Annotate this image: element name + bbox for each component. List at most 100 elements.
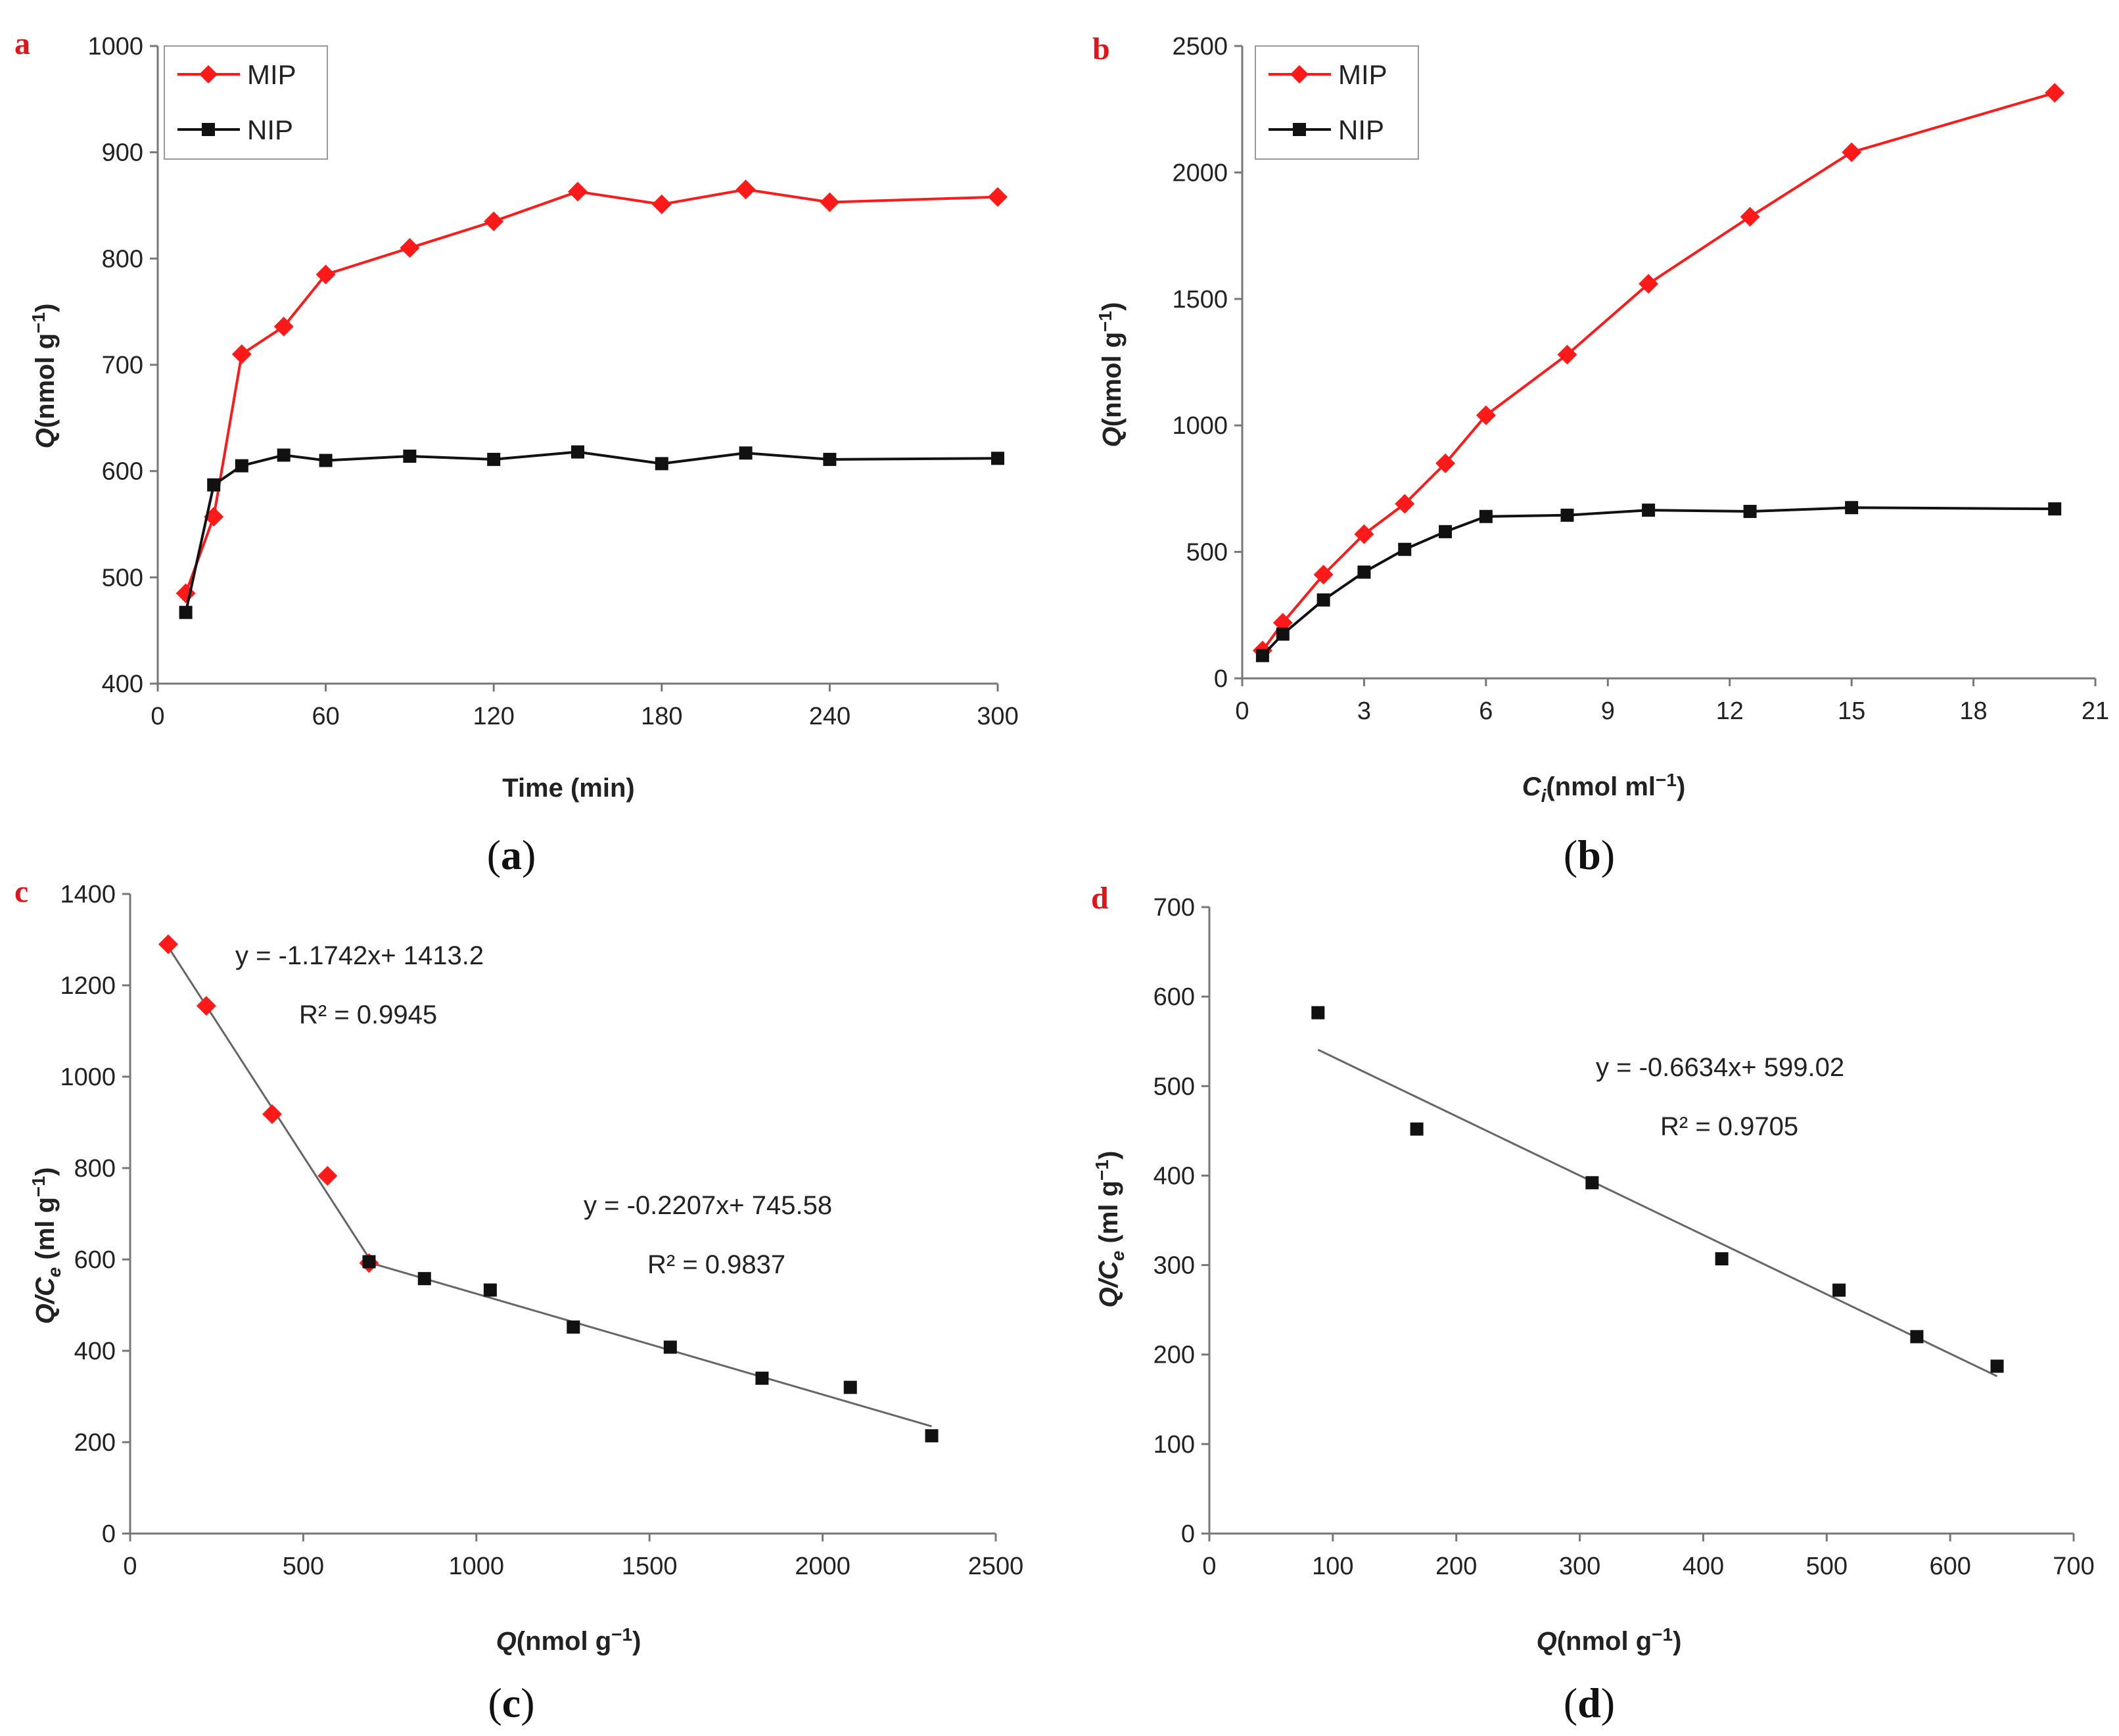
y-tick-label-d: 200 xyxy=(1153,1342,1195,1369)
y-axis-label-c: Q/Ce (ml g−1) xyxy=(28,1167,64,1325)
x-tick-label-c: 1500 xyxy=(622,1553,678,1580)
y-tick-label-d: 500 xyxy=(1153,1073,1195,1100)
data-point-a-nip xyxy=(235,459,248,473)
legend-box-b xyxy=(1255,45,1419,160)
legend-label-b-nip: NIP xyxy=(1338,114,1384,145)
y-tick-label-b: 2000 xyxy=(1172,159,1228,187)
data-point-b-mip xyxy=(1313,565,1334,585)
data-point-a-mip xyxy=(400,238,420,258)
panel-d-axes: 0 100 200 300 400 500 600 700 0 100 200 300 400 500 60… xyxy=(1153,894,2095,1580)
data-point-d-nip xyxy=(1990,1359,2004,1373)
y-tick-label-c: 1400 xyxy=(60,881,116,908)
data-point-b-nip xyxy=(1398,542,1412,556)
legend-label-a-mip: MIP xyxy=(247,59,296,90)
y-tick-label-a: 600 xyxy=(102,458,143,486)
panel-c-fit-lines xyxy=(167,946,932,1428)
x-tick-label-c: 0 xyxy=(123,1553,137,1580)
data-point-b-mip xyxy=(1476,405,1496,425)
data-point-b-mip xyxy=(1842,142,1862,162)
data-point-b-nip xyxy=(1316,593,1330,607)
x-tick-label-b: 21 xyxy=(2082,697,2109,725)
fit-equation-c-2: y = -0.2207x+ 745.58 xyxy=(584,1191,832,1220)
fit-line-c-2 xyxy=(369,1261,932,1428)
data-point-c-mip-high-affinity xyxy=(262,1104,282,1124)
data-point-a-mip xyxy=(231,344,252,364)
data-point-b-nip xyxy=(1439,525,1453,538)
data-point-c-mip-low-affinity xyxy=(663,1340,677,1354)
data-point-d-nip xyxy=(1715,1252,1729,1266)
y-tick-label-d: 600 xyxy=(1153,983,1195,1011)
data-point-d-nip xyxy=(1410,1122,1424,1136)
y-tick-label-c: 1000 xyxy=(60,1064,116,1091)
data-point-a-mip xyxy=(568,181,588,202)
x-tick-label-d: 100 xyxy=(1312,1553,1353,1580)
data-point-c-mip-high-affinity xyxy=(158,934,178,954)
data-point-a-nip xyxy=(487,452,501,466)
panel-b: b 0 500 1000 1500 2000 2500 0 3 6 9 12 15 18 21 MIP N… xyxy=(1092,32,2109,878)
panel-c-series xyxy=(158,934,939,1443)
series-line-a-mip xyxy=(184,188,998,594)
x-tick-label-b: 9 xyxy=(1601,697,1615,725)
x-tick-label-b: 12 xyxy=(1716,697,1744,725)
panel-tag-b: b xyxy=(1092,32,1110,66)
data-point-d-nip xyxy=(1585,1176,1599,1190)
data-point-b-mip xyxy=(1557,344,1577,365)
legend-label-a-nip: NIP xyxy=(247,114,293,145)
data-point-a-nip xyxy=(403,450,417,463)
data-point-a-mip xyxy=(988,187,1008,207)
legend-marker-a-mip xyxy=(199,65,218,83)
data-point-a-nip xyxy=(319,454,333,467)
panel-b-legend: MIP NIP xyxy=(1255,45,1419,160)
data-point-c-mip-high-affinity xyxy=(196,996,216,1016)
panel-tag-a: a xyxy=(14,26,30,61)
panel-d-series xyxy=(1311,1006,2004,1373)
panel-b-axes: 0 500 1000 1500 2000 2500 0 3 6 9 12 15 18 21 xyxy=(1172,33,2109,725)
data-point-a-nip xyxy=(739,446,753,460)
data-point-b-nip xyxy=(1845,501,1859,515)
x-tick-label-a: 300 xyxy=(977,703,1018,730)
panel-a-axes: 400 500 600 700 800 900 1000 0 60 120 180 240 300 xyxy=(87,33,1018,730)
data-point-b-nip xyxy=(1743,505,1757,519)
data-point-a-mip xyxy=(820,192,840,212)
series-line-b-nip xyxy=(1261,506,2055,657)
fit-line-c-1 xyxy=(167,946,370,1259)
data-point-d-nip xyxy=(1910,1330,1924,1344)
y-tick-label-b: 500 xyxy=(1186,539,1228,567)
data-point-c-mip-low-affinity xyxy=(362,1255,376,1269)
panel-c-axes: 0 200 400 600 800 1000 1200 1400 0 500 1000 1500 200… xyxy=(60,881,1023,1580)
panel-tag-d: d xyxy=(1091,881,1109,916)
data-point-b-nip xyxy=(1642,504,1656,517)
x-axis-label-d: Q(nmol g−1) xyxy=(1537,1624,1682,1656)
y-tick-label-d: 300 xyxy=(1153,1252,1195,1280)
panel-d: d 0 100 200 300 400 500 600 700 0 100 200 300 400 500… xyxy=(1091,881,2095,1726)
data-point-a-mip xyxy=(735,179,756,200)
x-tick-label-b: 3 xyxy=(1357,697,1371,725)
data-point-a-mip xyxy=(484,211,504,231)
y-tick-label-d: 100 xyxy=(1153,1431,1195,1459)
x-tick-label-a: 60 xyxy=(312,703,339,730)
y-tick-label-c: 0 xyxy=(102,1520,116,1548)
x-tick-label-d: 300 xyxy=(1559,1553,1600,1580)
x-tick-label-b: 0 xyxy=(1235,697,1249,725)
y-tick-label-b: 1000 xyxy=(1172,412,1228,440)
x-axis-label-b: Ci(nmol ml−1) xyxy=(1522,770,1686,806)
data-point-b-nip xyxy=(2048,502,2062,516)
x-tick-label-b: 18 xyxy=(1959,697,1987,725)
panel-a-legend: MIP NIP xyxy=(164,45,328,160)
y-axis-label-d: Q/Ce (ml g−1) xyxy=(1092,1151,1128,1308)
y-tick-label-c: 200 xyxy=(74,1429,116,1457)
data-point-a-nip xyxy=(991,452,1004,465)
x-tick-label-d: 0 xyxy=(1202,1553,1216,1580)
y-tick-label-a: 900 xyxy=(102,139,143,167)
data-point-c-mip-low-affinity xyxy=(755,1371,769,1385)
y-tick-label-a: 400 xyxy=(102,670,143,698)
y-tick-label-a: 1000 xyxy=(87,33,143,60)
caption-b: (b) xyxy=(1564,832,1615,878)
data-point-c-mip-low-affinity xyxy=(567,1320,580,1334)
x-tick-label-c: 2500 xyxy=(968,1553,1024,1580)
y-tick-label-d: 0 xyxy=(1181,1520,1195,1548)
x-axis-label-a: Time (min) xyxy=(502,774,635,803)
fit-r2-d: R² = 0.9705 xyxy=(1660,1112,1798,1141)
